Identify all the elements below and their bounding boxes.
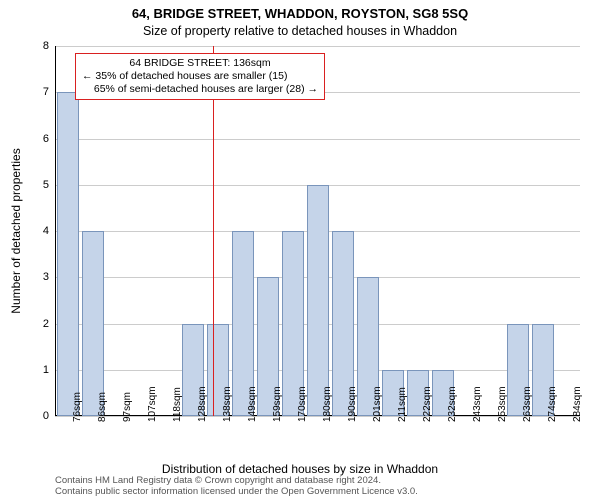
y-tick-label: 6 xyxy=(29,133,49,145)
footer-attribution: Contains HM Land Registry data © Crown c… xyxy=(55,476,418,498)
annotation-line-1: 64 BRIDGE STREET: 136sqm xyxy=(82,57,318,70)
plot-area: 01234567876sqm86sqm97sqm107sqm118sqm128s… xyxy=(55,46,580,416)
chart-title-1: 64, BRIDGE STREET, WHADDON, ROYSTON, SG8… xyxy=(0,6,600,21)
bar xyxy=(82,231,104,416)
y-tick-label: 1 xyxy=(29,364,49,376)
chart-container: 64, BRIDGE STREET, WHADDON, ROYSTON, SG8… xyxy=(0,0,600,500)
gridline xyxy=(55,46,580,47)
y-tick-label: 7 xyxy=(29,86,49,98)
annotation-line-2: ← 35% of detached houses are smaller (15… xyxy=(82,70,318,83)
x-tick-label: 274sqm xyxy=(547,386,558,422)
y-axis-label: Number of detached properties xyxy=(9,148,23,313)
x-axis-label: Distribution of detached houses by size … xyxy=(0,462,600,476)
y-tick-label: 5 xyxy=(29,179,49,191)
x-tick-label: 97sqm xyxy=(122,392,133,422)
marker-line xyxy=(213,46,214,416)
footer-line-2: Contains public sector information licen… xyxy=(55,487,418,498)
annotation-box: 64 BRIDGE STREET: 136sqm← 35% of detache… xyxy=(75,53,325,100)
y-tick-label: 4 xyxy=(29,225,49,237)
x-tick-label: 86sqm xyxy=(97,392,108,422)
x-tick-label: 232sqm xyxy=(447,386,458,422)
bar xyxy=(307,185,329,416)
x-tick-label: 107sqm xyxy=(147,386,158,422)
bar xyxy=(57,92,79,416)
y-tick-label: 2 xyxy=(29,318,49,330)
x-tick-label: 243sqm xyxy=(472,386,483,422)
y-tick-label: 8 xyxy=(29,40,49,52)
chart-title-2: Size of property relative to detached ho… xyxy=(0,24,600,38)
y-tick-label: 3 xyxy=(29,271,49,283)
gridline xyxy=(55,139,580,140)
y-tick-label: 0 xyxy=(29,410,49,422)
x-tick-label: 284sqm xyxy=(572,386,583,422)
annotation-line-3: 65% of semi-detached houses are larger (… xyxy=(82,83,318,96)
